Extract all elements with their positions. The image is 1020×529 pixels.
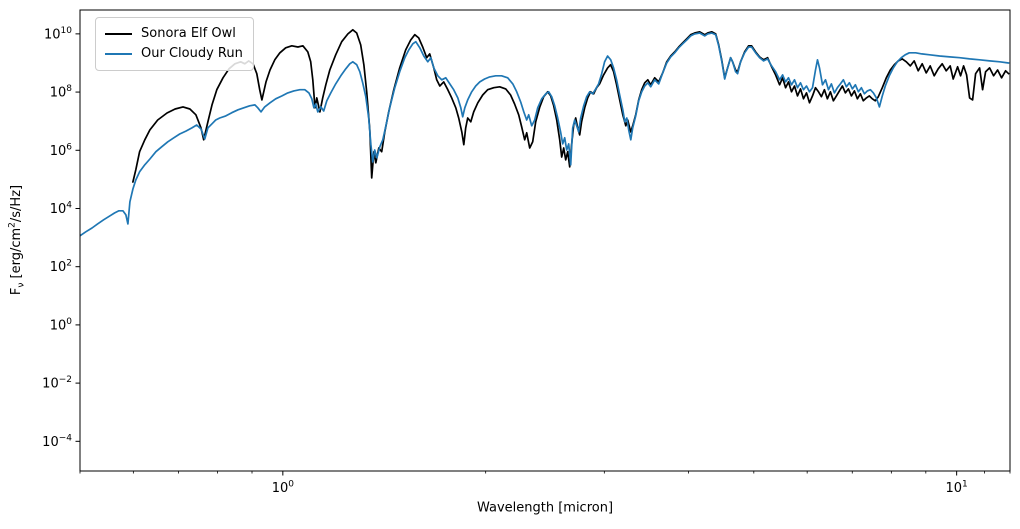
y-axis-label-units: [erg/cm bbox=[8, 227, 24, 283]
legend-line-swatch-black bbox=[105, 33, 132, 35]
y-axis-label-nu: ν bbox=[16, 282, 27, 288]
legend-label: Sonora Elf Owl bbox=[141, 26, 236, 41]
y-tick-label: 100 bbox=[50, 317, 73, 334]
x-axis-major-ticks: 100 101 bbox=[272, 471, 968, 496]
y-tick-label: 108 bbox=[50, 84, 73, 101]
legend-label: Our Cloudy Run bbox=[141, 46, 243, 61]
x-tick-label: 101 bbox=[946, 480, 968, 497]
y-tick-label: 102 bbox=[50, 259, 72, 276]
legend-entry: Sonora Elf Owl bbox=[105, 24, 243, 44]
plot-frame bbox=[79, 9, 1011, 472]
y-axis-label-sup2: 2 bbox=[7, 222, 18, 228]
series-line-sonora-elf-owl bbox=[132, 28, 1010, 183]
series-line-cloudy-run bbox=[80, 32, 1010, 237]
x-axis-label: Wavelength [micron] bbox=[476, 500, 614, 516]
y-axis-label-f: F bbox=[8, 287, 24, 296]
series-lines bbox=[80, 28, 1010, 237]
legend-entry: Our Cloudy Run bbox=[105, 44, 243, 64]
y-axis-label: Fν [erg/cm2/s/Hz] bbox=[8, 185, 27, 295]
legend: Sonora Elf Owl Our Cloudy Run bbox=[95, 17, 254, 71]
y-axis-major-ticks: 10−4 10−2 100 102 104 106 108 1010 bbox=[42, 26, 80, 450]
legend-line-swatch-blue bbox=[105, 53, 132, 55]
y-axis-label-units-end: /s/Hz] bbox=[8, 184, 24, 223]
y-tick-label: 104 bbox=[50, 200, 73, 217]
y-tick-label: 1010 bbox=[44, 26, 72, 43]
x-tick-label: 100 bbox=[272, 480, 295, 497]
y-tick-label: 10−2 bbox=[42, 375, 72, 392]
y-tick-label: 10−4 bbox=[42, 433, 72, 450]
y-tick-label: 106 bbox=[50, 142, 73, 159]
